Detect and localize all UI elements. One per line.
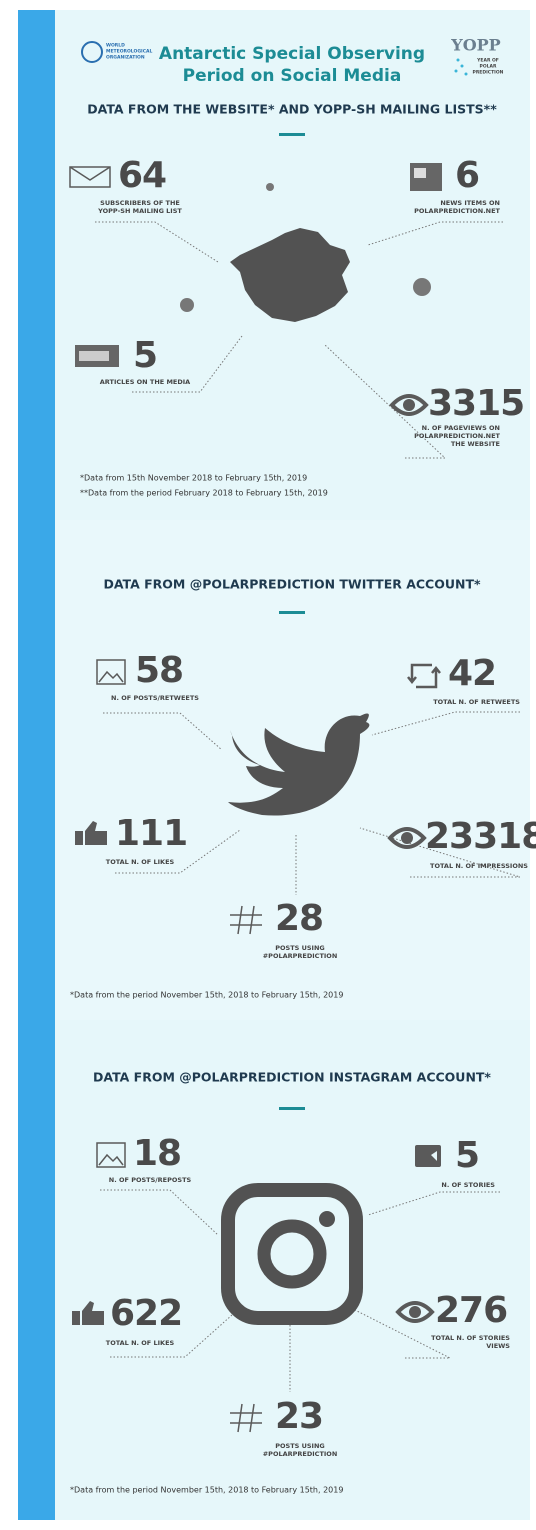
stat-label: ARTICLES ON THE MEDIA [100,378,190,386]
wmo-name: WORLD [106,43,125,49]
instagram-logo [257,1219,327,1289]
stat-value: 622 [110,1293,182,1334]
yopp-sub: YEAR OF [476,58,499,64]
stat-label: YOPP-SH MAILING LIST [97,207,182,215]
stat-value: 6 [455,155,479,196]
icon-eye [389,394,429,416]
stat-value: 28 [275,898,323,939]
stat-label: POSTS USING [275,1442,325,1450]
icon-news [79,351,109,361]
icon-image [98,1153,124,1166]
antarctica [230,228,350,322]
wmo-name: METEOROLOGICAL [106,49,152,55]
stat-value: 5 [133,335,157,376]
stat-label: POLARPREDICTION.NET [414,207,500,215]
stat-label: SUBSCRIBERS OF THE [100,199,180,207]
icon-mail [69,166,111,181]
icon-camera [431,1151,437,1161]
icon-camera [415,1145,441,1167]
stat-value: 5 [455,1135,479,1176]
stat-label: TOTAL N. OF RETWEETS [433,698,520,706]
icon-mail [69,166,111,188]
icon-eye [409,1306,421,1318]
dot [266,183,274,191]
stat-label: N. OF PAGEVIEWS ON [422,424,500,432]
stat-label: N. OF STORIES [441,1181,495,1189]
stat-label: NEWS ITEMS ON [440,199,500,207]
section-heading: DATA FROM @POLARPREDICTION TWITTER ACCOU… [103,577,481,592]
section-heading: DATA FROM @POLARPREDICTION INSTAGRAM ACC… [93,1070,491,1085]
icon-eye [403,399,415,411]
yopp-dots [454,58,468,76]
stat-label: TOTAL N. OF IMPRESSIONS [430,862,528,870]
heading-bar [279,133,305,136]
connectors [95,221,521,1392]
stat-value: 23318 [425,816,536,857]
heading-bar [279,611,305,614]
stat-value: 276 [435,1290,507,1331]
stat-label: TOTAL N. OF LIKES [106,858,175,866]
stat-label: N. OF POSTS/REPOSTS [109,1176,192,1184]
stat-value: 58 [135,650,183,691]
dot [180,298,194,312]
title: Antarctic Special Observing [159,44,425,64]
yopp-sub: POLAR [480,64,497,70]
instagram-logo [221,1183,363,1325]
title: Period on Social Media [183,66,402,86]
footnote: *Data from the period November 15th, 201… [70,1486,343,1495]
heading-bar [279,1107,305,1110]
stat-label: TOTAL N. OF LIKES [106,1339,175,1347]
side-stripe [18,10,55,1520]
stat-label: POSTS USING [275,944,325,952]
twitter-bird [228,713,370,816]
icon-like [85,821,107,845]
icon-retweet [407,663,441,689]
icon-image [98,670,124,683]
footnote: *Data from 15th November 2018 to Februar… [80,474,307,483]
icon-news [414,168,426,178]
stat-label: #POLARPREDICTION [263,1450,338,1458]
stat-label: N. OF POSTS/RETWEETS [111,694,199,702]
stat-label: #POLARPREDICTION [263,952,338,960]
icon-like [82,1301,104,1325]
stat-label: THE WEBSITE [451,440,500,448]
section-heading: DATA FROM THE WEBSITE* AND YOPP-SH MAILI… [87,102,497,117]
icon-eye [387,827,427,849]
icon-eye [401,832,413,844]
wmo-name: ORGANIZATION [106,55,145,61]
stat-value: 64 [118,155,166,196]
icon-like [75,831,83,845]
icon-hash [230,1403,262,1433]
dot [413,278,431,296]
icon-hash [230,905,262,935]
stat-value: 42 [448,653,496,694]
icon-image [96,1142,126,1168]
stat-label: TOTAL N. OF STORIES [431,1334,510,1342]
yopp-logo: YOPP [450,36,500,55]
icon-like [72,1311,80,1325]
stat-value: 111 [115,813,187,854]
stat-value: 18 [133,1133,181,1174]
yopp-sub: PREDICTION [473,70,504,76]
background [18,520,530,1020]
instagram-logo [319,1211,335,1227]
stat-label: POLARPREDICTION.NET [414,432,500,440]
stat-label: VIEWS [486,1342,510,1350]
footnote: *Data from the period November 15th, 201… [70,991,343,1000]
stat-value: 3315 [428,383,524,424]
icon-eye [395,1301,435,1323]
stat-value: 23 [275,1396,323,1437]
icon-image [96,659,126,685]
footnote: **Data from the period February 2018 to … [80,489,328,498]
wmo-logo [81,41,103,63]
